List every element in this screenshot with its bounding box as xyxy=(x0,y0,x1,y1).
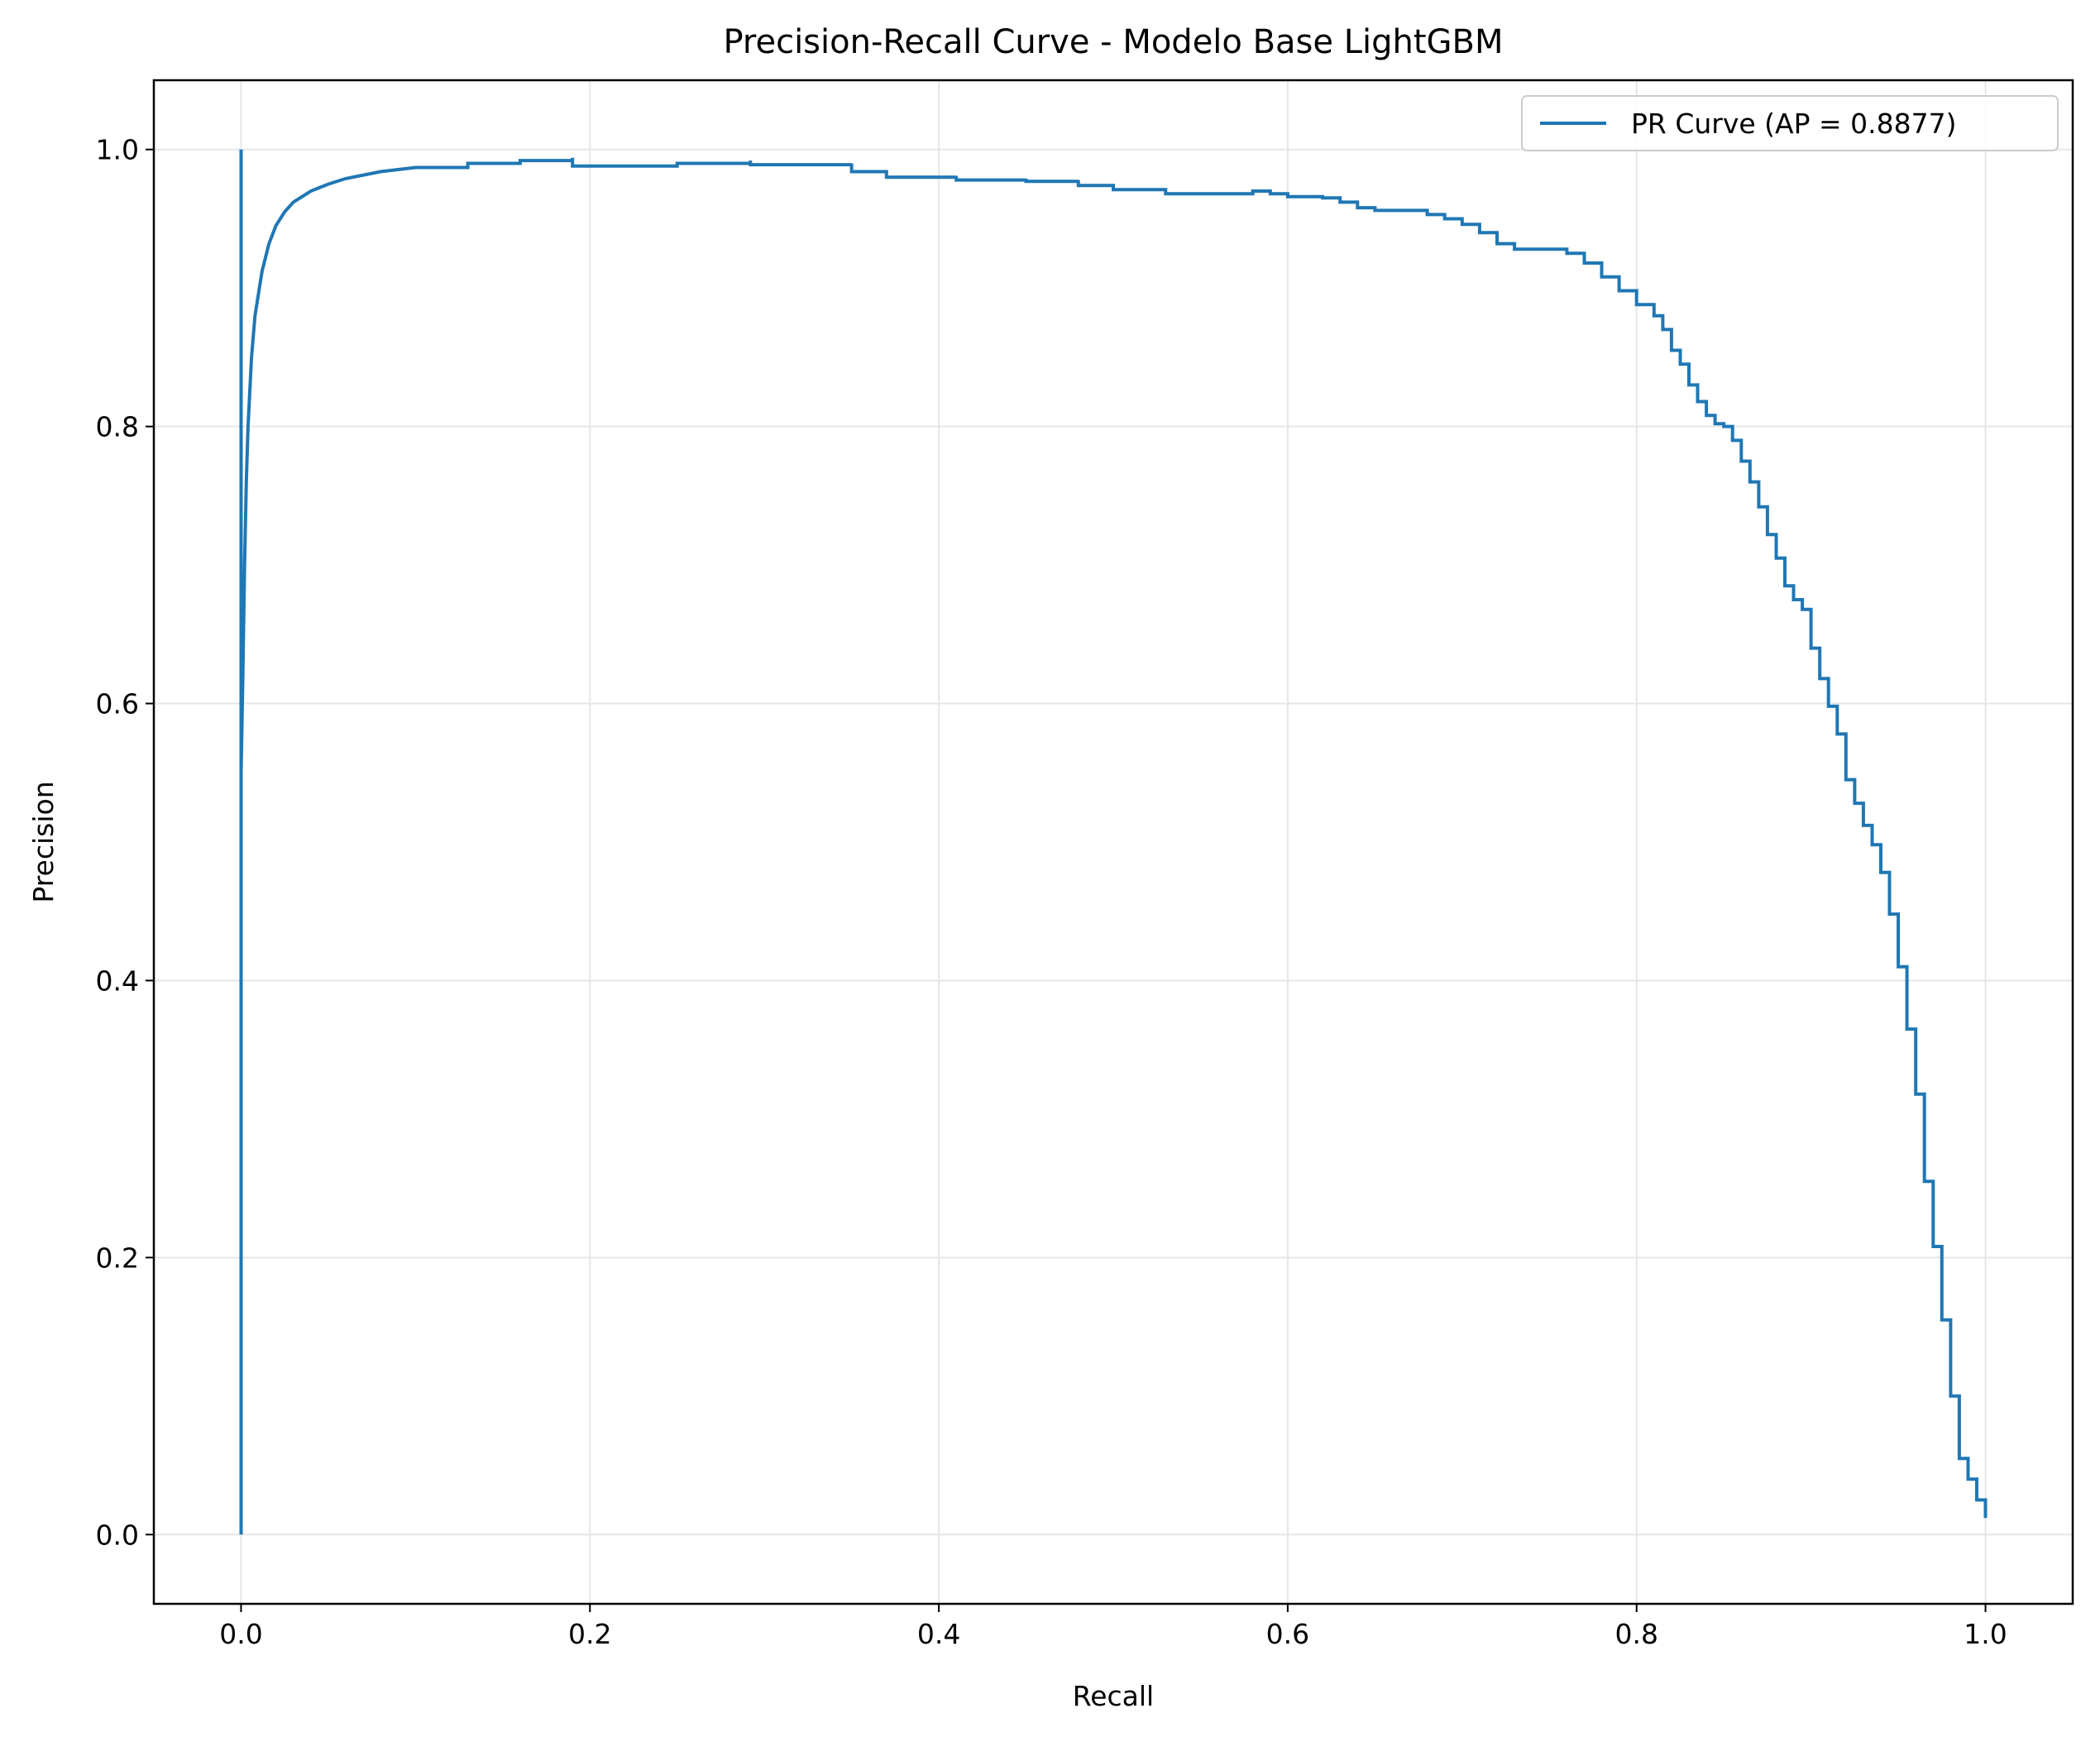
x-tick-label: 0.8 xyxy=(1614,1618,1658,1650)
y-axis-label: Precision xyxy=(27,781,60,902)
x-tick-label: 0.0 xyxy=(219,1618,262,1650)
grid xyxy=(154,80,2073,1604)
x-axis-label: Recall xyxy=(1073,1680,1154,1712)
legend-box xyxy=(1521,95,2059,151)
y-tick-label: 0.4 xyxy=(96,964,139,997)
pr-curve-line xyxy=(239,149,1988,1535)
y-tick-label: 0.8 xyxy=(96,411,139,443)
x-tick-label: 1.0 xyxy=(1964,1618,2007,1650)
chart-title: Precision-Recall Curve - Modelo Base Lig… xyxy=(723,23,1503,61)
y-tick-label: 1.0 xyxy=(96,134,139,166)
y-tick-label: 0.2 xyxy=(96,1242,139,1274)
legend-label: PR Curve (AP = 0.8877) xyxy=(1631,108,1957,140)
legend: PR Curve (AP = 0.8877) xyxy=(1521,95,2059,151)
plot-frame xyxy=(152,79,2074,1605)
x-tick-label: 0.6 xyxy=(1266,1618,1309,1650)
axis-ticks: 0.0 0.2 0.4 0.6 0.8 1.0 0.0 0.2 0.4 0.6 0.8 1.0 xyxy=(96,134,2007,1650)
y-tick-label: 0.6 xyxy=(96,688,139,720)
x-tick-label: 0.2 xyxy=(568,1618,611,1650)
series-layer xyxy=(239,149,1988,1535)
y-tick-label: 0.0 xyxy=(96,1519,139,1551)
x-tick-label: 0.4 xyxy=(917,1618,960,1650)
